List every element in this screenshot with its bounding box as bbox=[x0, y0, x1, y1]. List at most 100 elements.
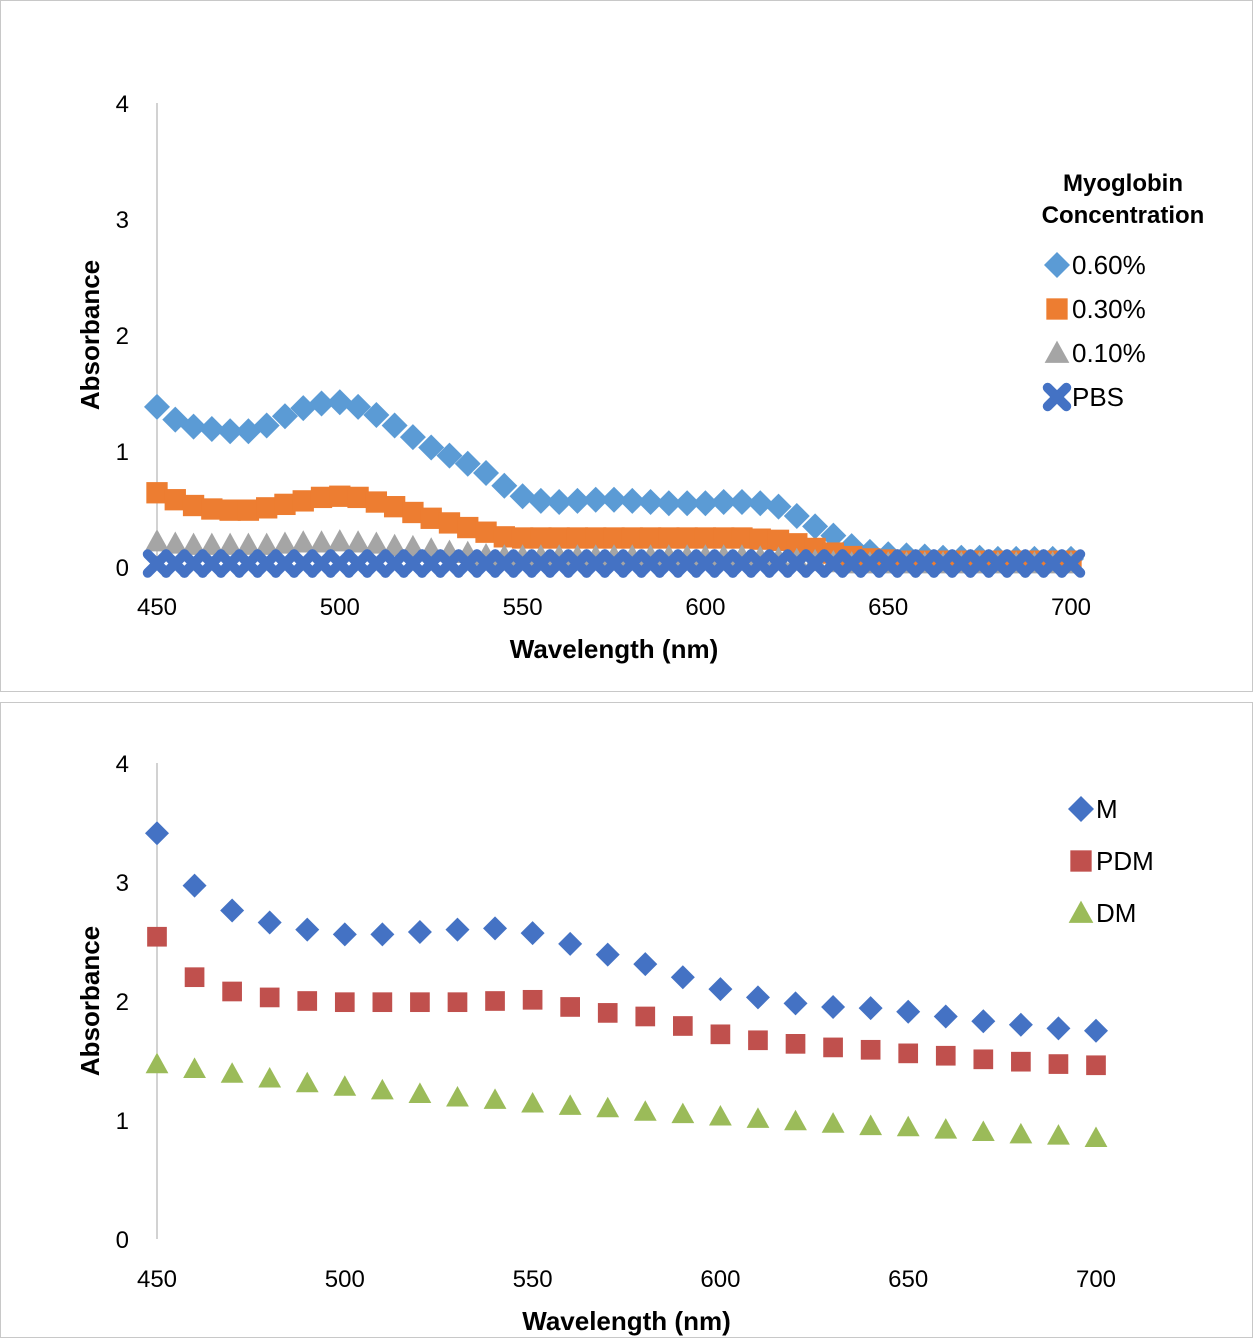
x-axis-title: Wavelength (nm) bbox=[522, 1306, 730, 1336]
data-point-0-60 bbox=[454, 450, 481, 477]
data-point-m bbox=[783, 991, 808, 1016]
data-point-0-30 bbox=[639, 527, 662, 549]
x-tick-label: 500 bbox=[325, 1266, 365, 1293]
data-point-dm bbox=[821, 1112, 845, 1133]
legend-label-0-10: 0.10% bbox=[1072, 338, 1146, 368]
series-dm bbox=[145, 1052, 1108, 1147]
data-point-pdm bbox=[222, 981, 242, 1002]
data-point-0-30 bbox=[457, 516, 479, 539]
data-point-0-10 bbox=[236, 532, 261, 555]
data-point-dm bbox=[971, 1120, 995, 1142]
data-point-0-60 bbox=[820, 522, 847, 549]
data-point-0-60 bbox=[491, 472, 518, 499]
data-point-m bbox=[220, 898, 245, 923]
data-point-dm bbox=[183, 1057, 206, 1078]
data-point-0-30 bbox=[365, 491, 388, 513]
data-point-0-10 bbox=[199, 532, 225, 555]
legend: Myoglobin Concentration 0.60% 0.30% 0.10% PBS bbox=[1042, 170, 1205, 412]
data-point-0-30 bbox=[585, 527, 607, 549]
data-point-0-30 bbox=[164, 489, 186, 511]
data-point-pdm bbox=[485, 991, 505, 1011]
legend-title-line: Concentration bbox=[1042, 202, 1205, 229]
data-point-dm bbox=[333, 1075, 357, 1096]
x-tick-label: 500 bbox=[320, 594, 360, 621]
x-tick-label: 600 bbox=[685, 594, 725, 621]
data-point-pdm bbox=[410, 992, 430, 1013]
x-tick-label: 550 bbox=[503, 594, 543, 621]
data-point-dm bbox=[746, 1107, 770, 1128]
data-point-0-10 bbox=[181, 532, 206, 555]
data-point-dm bbox=[934, 1118, 958, 1139]
data-point-0-60 bbox=[527, 487, 554, 514]
data-point-dm bbox=[784, 1109, 807, 1131]
legend-marker-0-60 bbox=[1044, 252, 1070, 278]
y-tick-label: 2 bbox=[116, 323, 129, 350]
series-m bbox=[145, 821, 1108, 1043]
data-point-0-60 bbox=[180, 413, 207, 440]
data-point-m bbox=[821, 994, 846, 1019]
data-point-0-60 bbox=[802, 513, 829, 540]
data-point-0-30 bbox=[329, 485, 351, 507]
data-point-pdm bbox=[710, 1024, 731, 1045]
data-point-m bbox=[257, 910, 282, 935]
legend-label-pdm: PDM bbox=[1096, 846, 1154, 876]
legend-label-0-60: 0.60% bbox=[1072, 250, 1146, 280]
data-point-0-30 bbox=[676, 527, 698, 549]
data-point-pdm bbox=[259, 987, 280, 1008]
data-point-0-60 bbox=[546, 489, 573, 516]
data-point-pdm bbox=[785, 1034, 806, 1054]
data-point-dm bbox=[220, 1062, 244, 1083]
data-point-m bbox=[182, 873, 207, 898]
data-point-0-30 bbox=[310, 486, 333, 509]
chart-svg-top: 0 1 2 3 4 450 500 550 600 650 700 Wavelength (nm) Ab… bbox=[75, 91, 1205, 664]
x-tick-label: 450 bbox=[137, 1266, 177, 1293]
data-point-m bbox=[483, 916, 508, 941]
legend-label-pbs: PBS bbox=[1072, 382, 1124, 412]
data-point-0-30 bbox=[182, 494, 205, 517]
data-point-m bbox=[370, 922, 395, 947]
data-point-m bbox=[633, 952, 658, 977]
data-point-pdm bbox=[673, 1016, 693, 1036]
data-point-pdm bbox=[597, 1003, 618, 1023]
x-tick-label: 700 bbox=[1051, 594, 1091, 621]
data-point-0-60 bbox=[473, 460, 500, 487]
data-point-pdm bbox=[560, 997, 580, 1017]
data-point-0-10 bbox=[217, 532, 243, 555]
data-point-0-60 bbox=[326, 389, 353, 416]
data-point-pdm bbox=[297, 991, 318, 1011]
legend: M PDM DM bbox=[1068, 794, 1154, 928]
data-point-m bbox=[332, 922, 357, 947]
data-point-0-30 bbox=[493, 526, 515, 548]
data-point-dm bbox=[145, 1052, 169, 1074]
data-point-pdm bbox=[447, 992, 468, 1013]
x-tick-label: 550 bbox=[513, 1266, 553, 1293]
data-point-0-60 bbox=[290, 395, 317, 422]
data-point-pbs bbox=[1056, 549, 1086, 578]
legend-title-line: Myoglobin bbox=[1063, 170, 1183, 197]
data-point-0-60 bbox=[436, 442, 463, 469]
data-point-0-30 bbox=[658, 527, 680, 549]
data-point-0-60 bbox=[198, 415, 225, 442]
data-point-m bbox=[558, 931, 583, 956]
data-point-m bbox=[1008, 1012, 1033, 1037]
y-tick-label: 0 bbox=[116, 555, 129, 582]
data-point-m bbox=[708, 977, 733, 1002]
data-point-0-10 bbox=[144, 529, 170, 552]
x-axis-title: Wavelength (nm) bbox=[510, 634, 718, 664]
y-tick-label: 4 bbox=[116, 751, 129, 778]
data-point-0-60 bbox=[765, 493, 792, 520]
legend-marker-pbs bbox=[1042, 382, 1072, 412]
data-point-pdm bbox=[372, 992, 393, 1013]
y-tick-label: 3 bbox=[116, 870, 129, 897]
data-point-0-30 bbox=[566, 527, 589, 549]
data-point-0-30 bbox=[237, 499, 260, 521]
data-point-m bbox=[520, 921, 545, 946]
data-point-m bbox=[1046, 1016, 1071, 1041]
data-point-pdm bbox=[522, 989, 543, 1010]
x-tick-label: 450 bbox=[137, 594, 177, 621]
data-point-pdm bbox=[898, 1043, 919, 1064]
data-point-pdm bbox=[1011, 1051, 1031, 1072]
data-point-m bbox=[1084, 1018, 1108, 1043]
data-point-m bbox=[745, 985, 770, 1010]
data-point-0-30 bbox=[713, 527, 735, 549]
